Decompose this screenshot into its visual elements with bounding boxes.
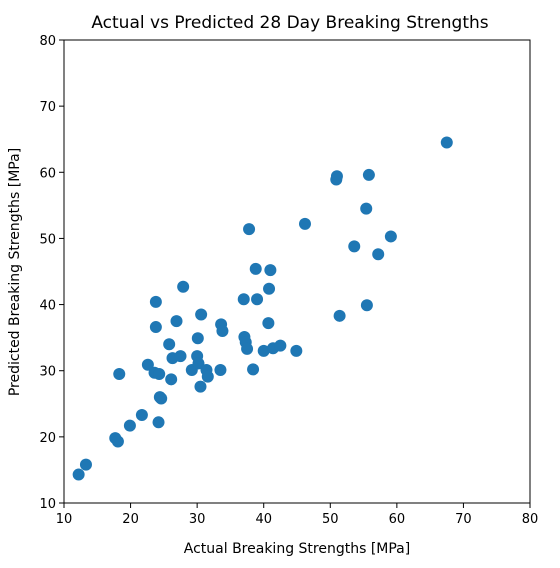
scatter-point [79, 458, 92, 471]
scatter-point [384, 230, 397, 243]
scatter-point [201, 370, 214, 383]
scatter-point [241, 342, 254, 355]
x-axis-label: Actual Breaking Strengths [MPa] [184, 541, 410, 557]
scatter-point [152, 416, 165, 429]
scatter-point [330, 170, 343, 183]
y-tick-label: 80 [39, 34, 56, 49]
scatter-point [249, 262, 262, 275]
scatter-point [149, 321, 162, 334]
scatter-point [348, 240, 361, 253]
scatter-point [155, 392, 168, 405]
y-tick-label: 60 [39, 166, 56, 181]
plot-area-frame [63, 39, 531, 504]
scatter-point [237, 293, 250, 306]
y-tick-label: 30 [39, 365, 56, 380]
x-tick-label: 30 [189, 512, 206, 527]
y-axis: 10 20 30 40 50 60 70 80 [39, 34, 64, 512]
scatter-point [153, 368, 166, 381]
y-tick-label: 70 [39, 100, 56, 115]
scatter-point [257, 344, 270, 357]
scatter-point [135, 409, 148, 422]
x-axis: 10 20 30 40 50 60 70 80 [56, 503, 539, 527]
scatter-point [362, 168, 375, 181]
scatter-point [333, 309, 346, 322]
x-tick-label: 50 [322, 512, 339, 527]
scatter-point [243, 223, 256, 236]
scatter-point [247, 363, 260, 376]
scatter-point [123, 419, 136, 432]
data-points [72, 136, 453, 481]
scatter-point [216, 325, 229, 338]
scatter-point [192, 357, 205, 370]
scatter-point [360, 202, 373, 215]
scatter-point [264, 264, 277, 277]
scatter-point [111, 435, 124, 448]
y-tick-label: 50 [39, 232, 56, 247]
x-tick-label: 40 [255, 512, 272, 527]
scatter-point [72, 468, 85, 481]
scatter-point [191, 332, 204, 345]
chart-title: Actual vs Predicted 28 Day Breaking Stre… [91, 13, 488, 33]
scatter-point [170, 315, 183, 328]
scatter-point [263, 282, 276, 295]
scatter-point [113, 368, 126, 381]
x-tick-label: 70 [455, 512, 472, 527]
scatter-point [262, 317, 275, 330]
scatter-point [290, 344, 303, 357]
x-tick-label: 10 [56, 512, 73, 527]
x-tick-label: 80 [522, 512, 539, 527]
x-tick-label: 60 [389, 512, 406, 527]
scatter-point [274, 339, 287, 352]
y-tick-label: 40 [39, 299, 56, 314]
scatter-point [440, 136, 453, 149]
scatter-point [141, 358, 154, 371]
scatter-point [194, 380, 207, 393]
scatter-point [163, 338, 176, 351]
scatter-point [174, 350, 187, 363]
scatter-point [298, 217, 311, 230]
scatter-point [177, 280, 190, 293]
scatter-point [251, 293, 264, 306]
y-tick-label: 20 [39, 431, 56, 446]
scatter-point [360, 299, 373, 312]
scatter-point [214, 364, 227, 377]
scatter-point [195, 308, 208, 321]
y-tick-label: 10 [39, 497, 56, 512]
x-tick-label: 20 [122, 512, 139, 527]
scatter-point [149, 295, 162, 308]
scatter-point [165, 373, 178, 386]
scatter-point [372, 248, 385, 261]
y-axis-label: Predicted Breaking Strengths [MPa] [7, 148, 23, 396]
